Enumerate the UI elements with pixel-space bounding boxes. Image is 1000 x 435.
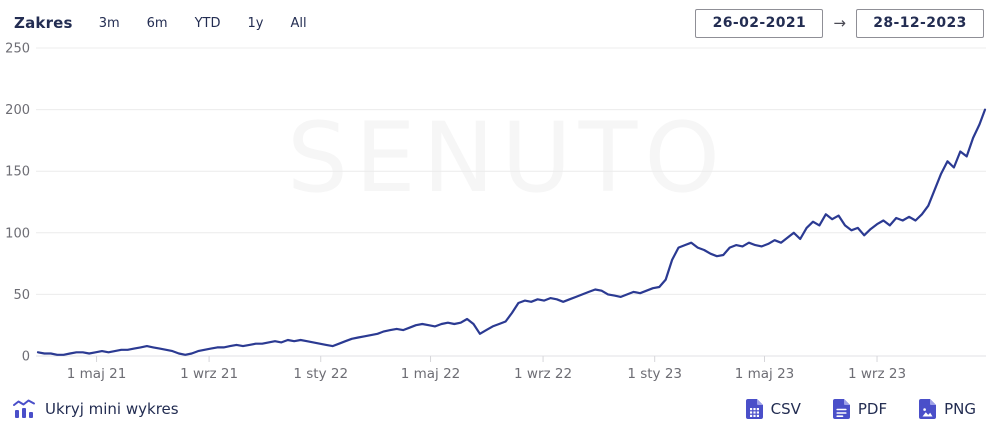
export-pdf-label: PDF bbox=[857, 399, 888, 418]
export-pdf-button[interactable]: PDF bbox=[832, 398, 888, 419]
export-buttons: CSV PDF bbox=[745, 398, 976, 419]
svg-text:1 sty 22: 1 sty 22 bbox=[293, 366, 348, 382]
svg-text:50: 50 bbox=[13, 288, 30, 303]
mini-chart-icon bbox=[13, 399, 35, 418]
svg-text:1 wrz 23: 1 wrz 23 bbox=[848, 366, 906, 382]
arrow-right-icon: → bbox=[833, 14, 846, 32]
pdf-file-icon bbox=[832, 398, 850, 419]
svg-text:100: 100 bbox=[5, 226, 30, 241]
visibility-line-chart[interactable]: SENUTO 0 50 100 150 200 250 1 maj 21 1 wrz 21 1 s… bbox=[0, 28, 1000, 390]
export-png-button[interactable]: PNG bbox=[919, 398, 976, 419]
svg-text:1 sty 23: 1 sty 23 bbox=[627, 366, 682, 382]
svg-text:1 maj 23: 1 maj 23 bbox=[735, 366, 795, 382]
range-option-all[interactable]: All bbox=[290, 15, 307, 31]
range-option-ytd[interactable]: YTD bbox=[194, 15, 221, 31]
svg-text:250: 250 bbox=[5, 42, 30, 57]
date-to-input[interactable]: 28-12-2023 bbox=[856, 8, 984, 38]
range-option-1y[interactable]: 1y bbox=[247, 15, 264, 31]
svg-text:1 wrz 21: 1 wrz 21 bbox=[180, 366, 238, 382]
csv-file-icon bbox=[745, 398, 763, 419]
toggle-mini-chart-label: Ukryj mini wykres bbox=[45, 399, 179, 418]
date-range-picker: 26-02-2021 → 28-12-2023 bbox=[695, 8, 984, 38]
svg-text:1 maj 21: 1 maj 21 bbox=[67, 366, 127, 382]
export-png-label: PNG bbox=[944, 399, 976, 418]
export-csv-button[interactable]: CSV bbox=[745, 398, 801, 419]
range-selector: Zakres 3m 6m YTD 1y All bbox=[14, 14, 334, 32]
chart-footer: Ukryj mini wykres CSV bbox=[0, 390, 1000, 435]
date-from-input[interactable]: 26-02-2021 bbox=[695, 8, 824, 38]
svg-text:150: 150 bbox=[5, 165, 30, 180]
chart-header: Zakres 3m 6m YTD 1y All 26-02-2021 → 28-… bbox=[0, 0, 1000, 40]
export-csv-label: CSV bbox=[770, 399, 801, 418]
svg-text:1 wrz 22: 1 wrz 22 bbox=[514, 366, 572, 382]
range-option-6m[interactable]: 6m bbox=[146, 15, 168, 31]
range-option-3m[interactable]: 3m bbox=[98, 15, 120, 31]
svg-text:1 maj 22: 1 maj 22 bbox=[401, 366, 461, 382]
svg-text:0: 0 bbox=[22, 350, 30, 365]
toggle-mini-chart-button[interactable]: Ukryj mini wykres bbox=[12, 397, 179, 421]
svg-text:200: 200 bbox=[5, 103, 30, 118]
range-selector-label: Zakres bbox=[14, 14, 73, 32]
svg-text:SENUTO: SENUTO bbox=[287, 102, 727, 214]
png-file-icon bbox=[919, 398, 937, 419]
